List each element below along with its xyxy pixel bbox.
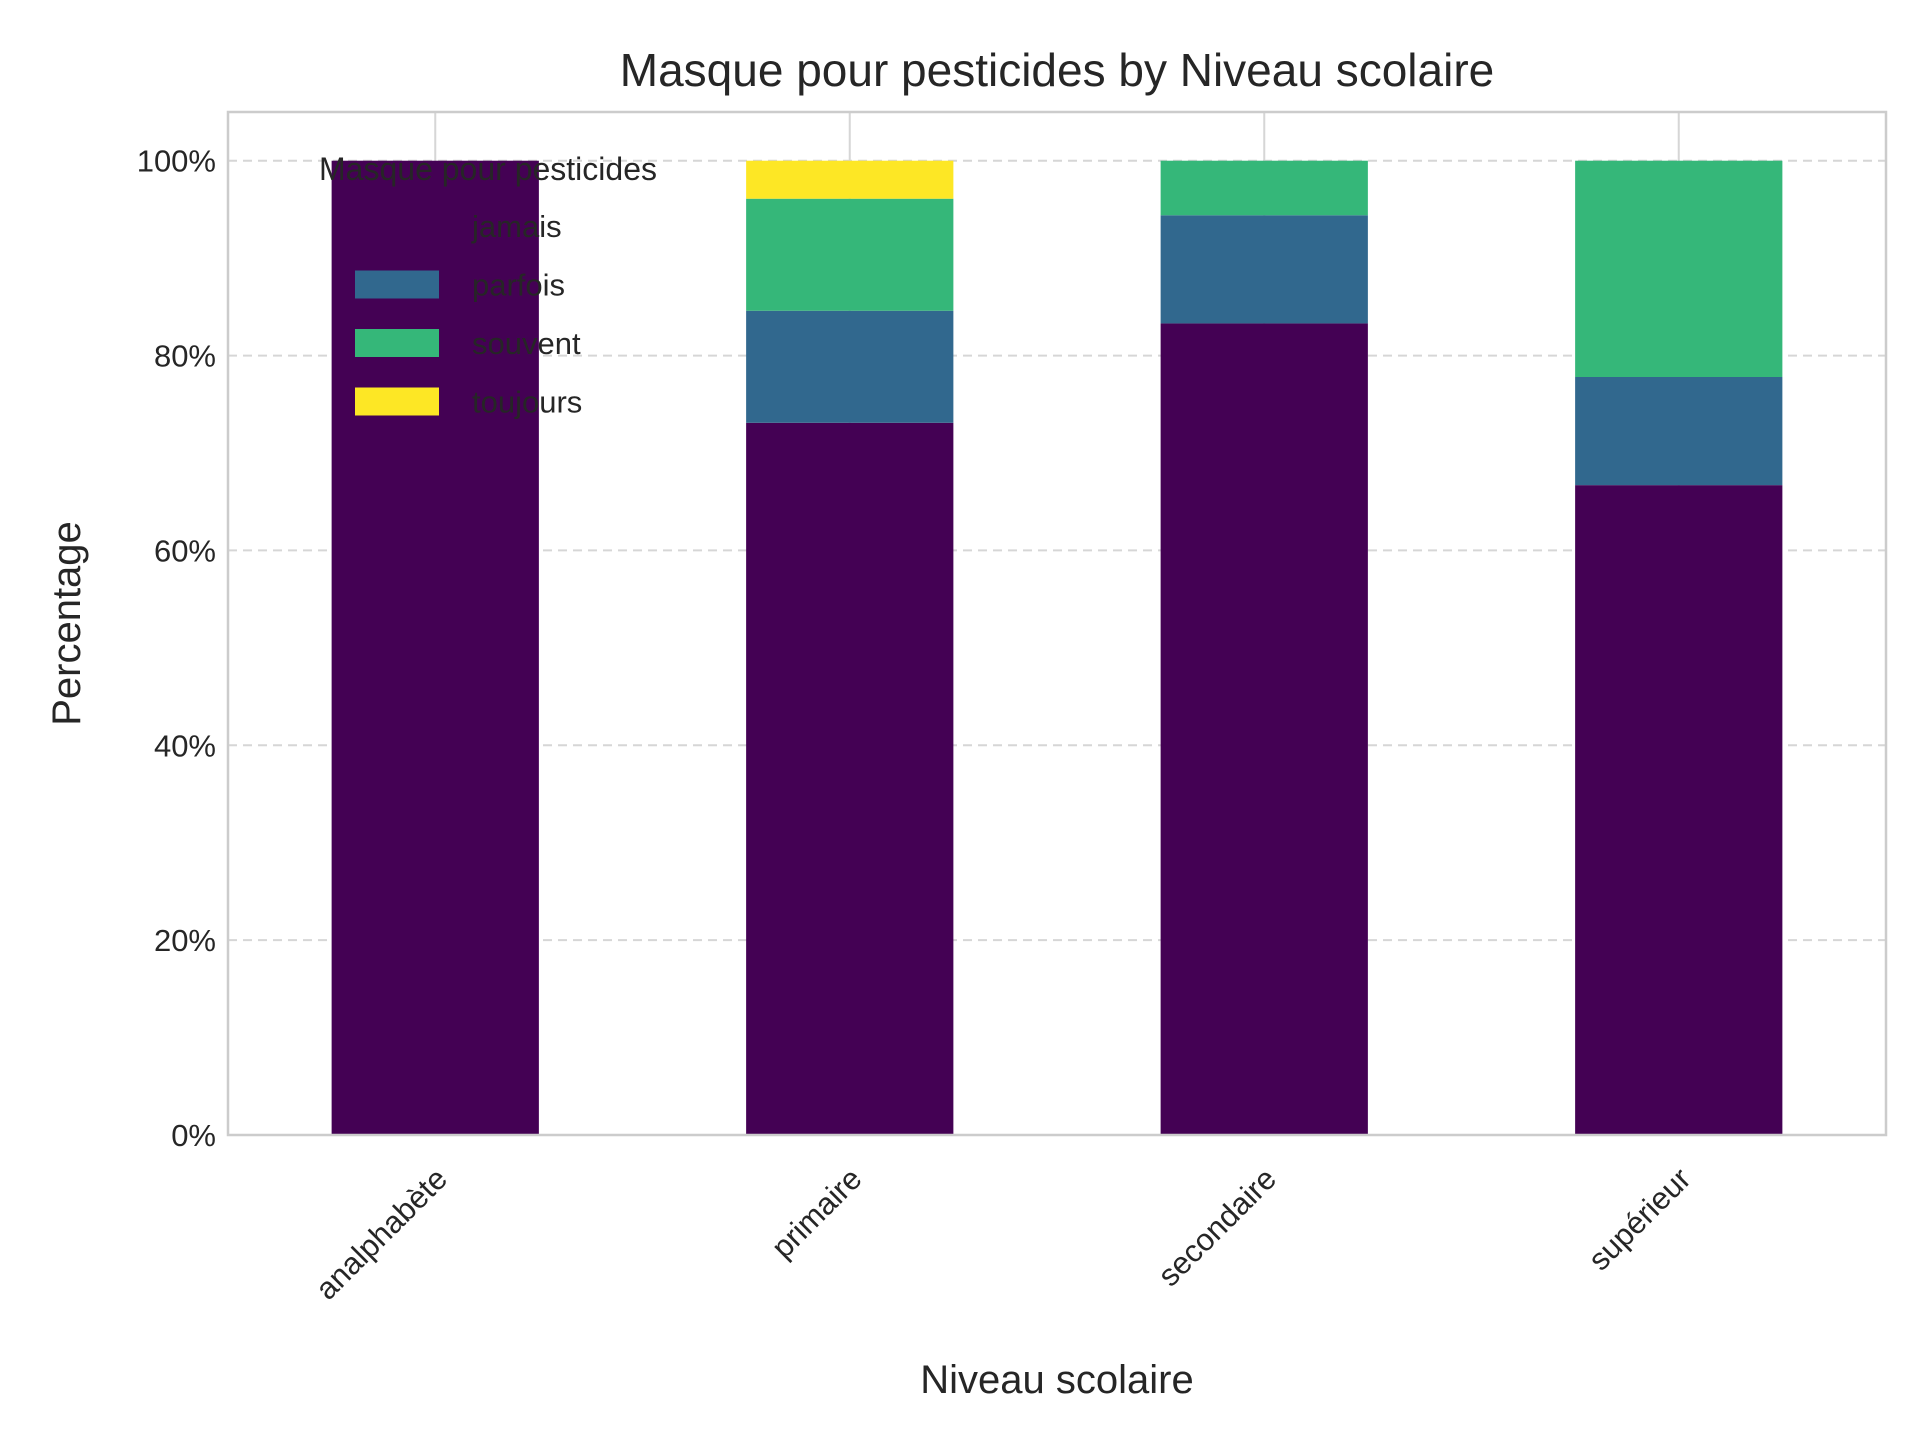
y-tick-label: 60% (154, 533, 216, 568)
y-ticks: 0% 20% 40% 60% 80% 100% (137, 144, 216, 1153)
legend-swatch (355, 270, 439, 299)
legend-label: jamais (471, 209, 562, 244)
y-tick-label: 0% (171, 1118, 216, 1153)
legend-title: Masque pour pesticides (319, 151, 657, 187)
legend-label: parfois (472, 268, 565, 303)
y-tick-label: 40% (154, 728, 216, 763)
legend-swatch (355, 329, 439, 357)
y-tick-label: 20% (154, 923, 216, 958)
bar-segment (1575, 160, 1783, 378)
chart-title: Masque pour pesticides by Niveau scolair… (620, 44, 1494, 96)
bar-segment (746, 310, 954, 423)
x-axis-label: Niveau scolaire (920, 1358, 1193, 1402)
bar-segment (1160, 160, 1368, 216)
y-tick-label: 100% (137, 144, 216, 179)
y-tick-label: 80% (154, 339, 216, 374)
bar-segment (746, 198, 954, 311)
bar-segment (746, 160, 954, 199)
legend: Masque pour pesticides jamais parfois souv… (319, 151, 657, 420)
bar-segment (746, 422, 954, 1136)
bar-segment (1160, 215, 1368, 324)
bar-segment (1575, 377, 1783, 486)
bars (331, 160, 1783, 1136)
bar-segment (1575, 485, 1783, 1135)
legend-label: toujours (472, 385, 582, 420)
bar-segment (1160, 323, 1368, 1135)
legend-swatch (355, 212, 439, 240)
legend-swatch (355, 387, 439, 416)
legend-label: souvent (472, 326, 581, 361)
plot-frame (226, 110, 1888, 1137)
bar-segment (331, 160, 539, 1135)
y-axis-label: Percentage (45, 521, 89, 726)
